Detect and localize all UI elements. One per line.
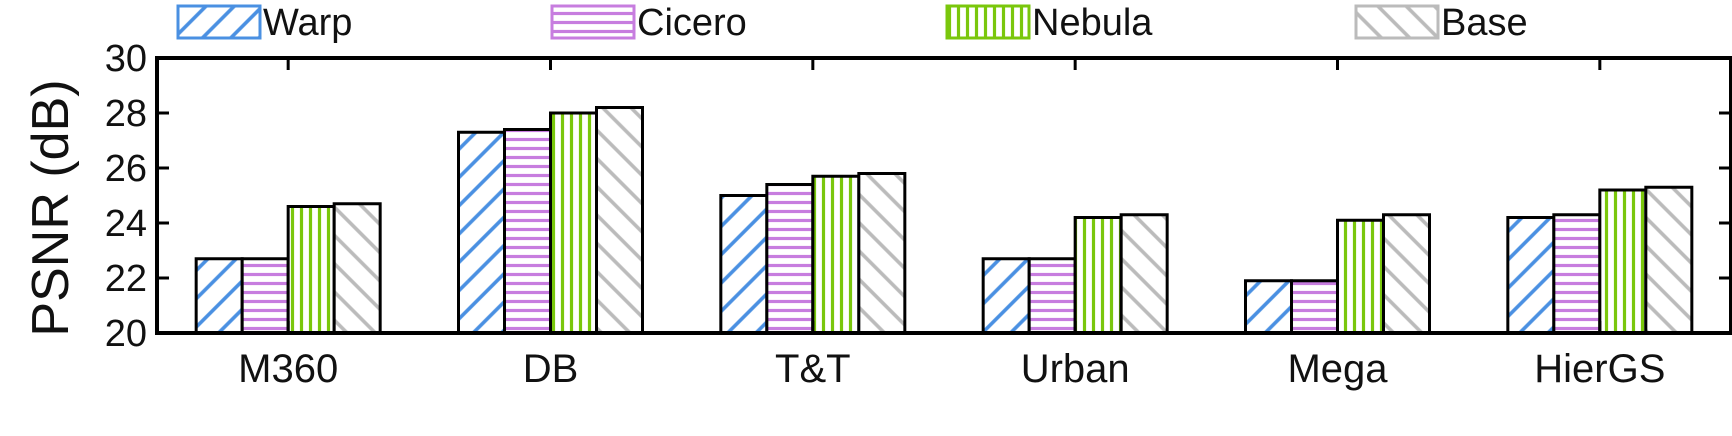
legend-label-base: Base <box>1441 2 1528 44</box>
bar-m360-cicero <box>240 257 290 335</box>
legend: Warp Cicero Nebula Base <box>176 2 1528 44</box>
bar-db-base <box>595 106 644 335</box>
bar-db-warp <box>457 130 506 335</box>
bar-urban-nebula <box>1073 216 1123 335</box>
legend-item-base: Base <box>1354 2 1528 44</box>
x-tick-label-db: DB <box>523 347 579 391</box>
bar-m360-nebula <box>286 205 336 335</box>
bar-hiergs-cicero <box>1552 213 1602 335</box>
y-axis-tick-labels: 20 22 24 26 28 30 <box>105 38 147 355</box>
x-tick-label-m360: M360 <box>238 347 338 391</box>
x-axis-tick-labels: M360 DB T&T Urban Mega HierGS <box>238 347 1665 391</box>
legend-item-warp: Warp <box>176 2 352 44</box>
legend-item-cicero: Cicero <box>550 2 747 44</box>
bar-db-cicero <box>503 128 552 335</box>
bar-m360-warp <box>194 257 244 335</box>
bar-hiergs-warp <box>1506 216 1556 335</box>
x-tick-label-hiergs: HierGS <box>1534 347 1665 391</box>
legend-swatch-cicero <box>550 4 636 40</box>
x-tick-label-tandt: T&T <box>775 347 851 391</box>
legend-swatch-warp <box>176 4 262 40</box>
legend-swatch-base <box>1354 4 1440 40</box>
legend-label-cicero: Cicero <box>637 2 747 44</box>
legend-item-nebula: Nebula <box>945 2 1153 44</box>
bar-tandt-cicero <box>765 183 815 335</box>
x-tick-label-mega: Mega <box>1287 347 1388 391</box>
y-tick-label-26: 26 <box>105 148 147 190</box>
x-tick-label-urban: Urban <box>1021 347 1130 391</box>
bar-hiergs-nebula <box>1598 188 1648 335</box>
bar-db-nebula <box>549 111 598 335</box>
bar-urban-warp <box>981 257 1031 335</box>
bars <box>194 106 1694 335</box>
legend-label-warp: Warp <box>263 2 352 44</box>
y-axis-label: PSNR (dB) <box>22 79 80 336</box>
plot-frame <box>155 56 1732 335</box>
legend-label-nebula: Nebula <box>1032 2 1153 44</box>
bar-mega-base <box>1382 213 1431 335</box>
bar-m360-base <box>332 202 382 335</box>
bar-tandt-base <box>857 172 907 335</box>
axis-ticks <box>157 58 1731 333</box>
y-tick-label-22: 22 <box>105 258 147 300</box>
y-tick-label-20: 20 <box>105 313 147 355</box>
y-tick-label-30: 30 <box>105 38 147 80</box>
y-tick-label-24: 24 <box>105 203 147 245</box>
bar-tandt-nebula <box>811 174 861 335</box>
bar-mega-warp <box>1244 279 1293 335</box>
bar-hiergs-base <box>1644 185 1694 335</box>
bar-urban-cicero <box>1027 257 1077 335</box>
bar-urban-base <box>1119 213 1169 335</box>
legend-swatch-nebula <box>945 4 1031 40</box>
y-tick-label-28: 28 <box>105 93 147 135</box>
bar-tandt-warp <box>719 194 769 335</box>
bar-mega-cicero <box>1290 279 1339 335</box>
bar-mega-nebula <box>1336 218 1385 335</box>
